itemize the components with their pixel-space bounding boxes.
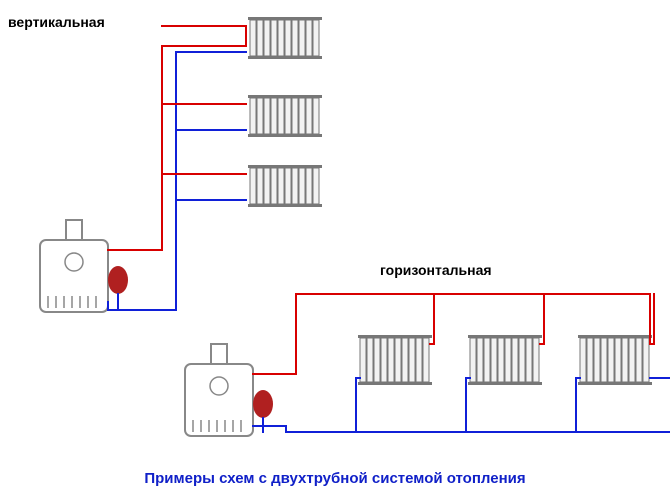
boiler xyxy=(40,220,108,312)
radiator xyxy=(248,165,322,207)
diagram-svg xyxy=(0,0,670,500)
radiator xyxy=(578,335,652,385)
expansion-tank xyxy=(108,266,128,294)
radiator xyxy=(248,95,322,137)
radiator xyxy=(468,335,542,385)
radiator xyxy=(248,17,322,59)
expansion-tank xyxy=(253,390,273,418)
boiler xyxy=(185,344,253,436)
radiator xyxy=(358,335,432,385)
